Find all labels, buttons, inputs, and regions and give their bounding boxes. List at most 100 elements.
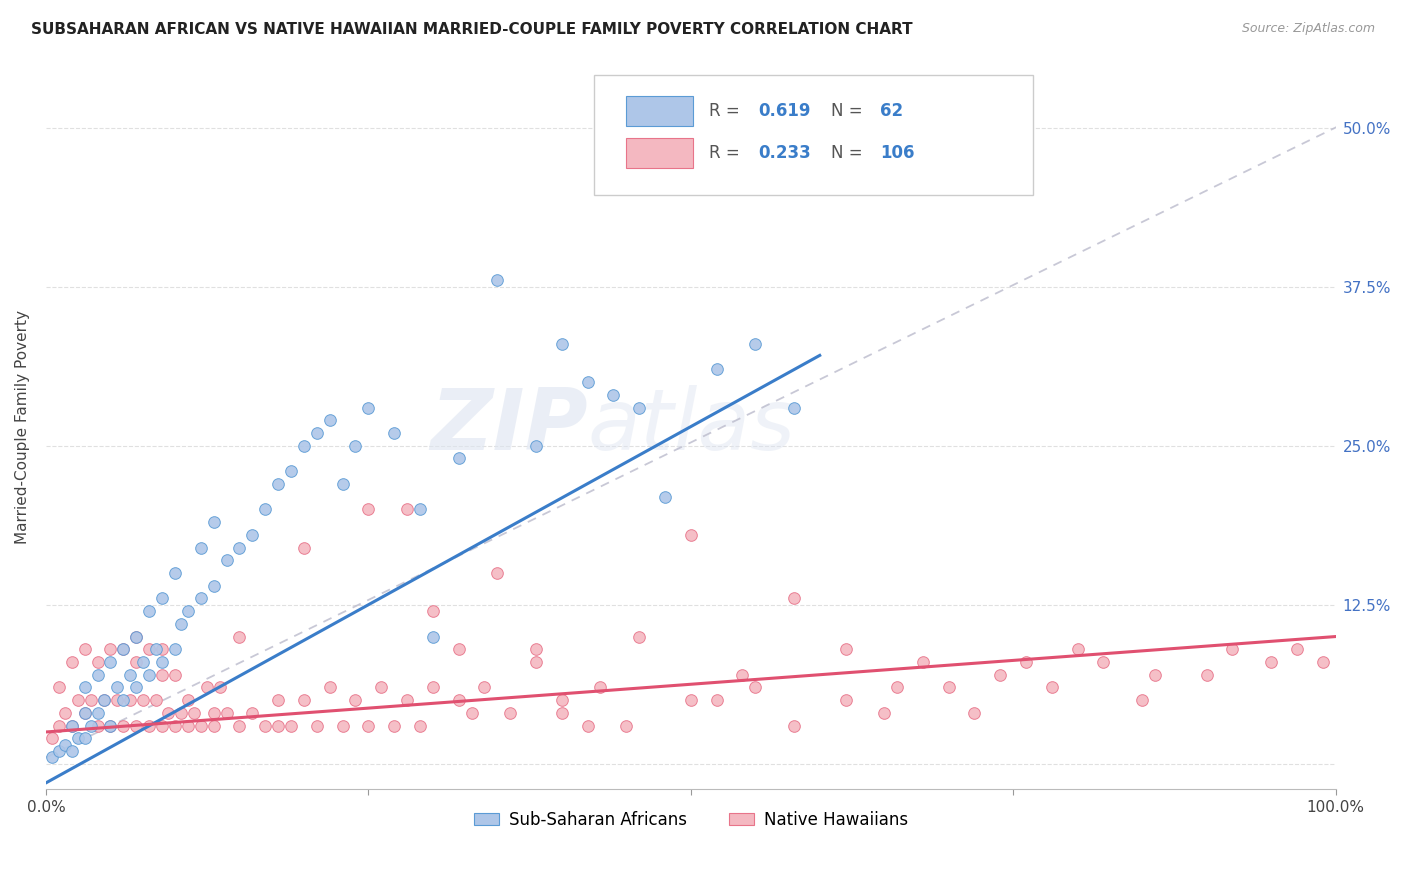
Point — [60, 744, 83, 758]
Point — [344, 439, 367, 453]
Point — [614, 718, 637, 732]
Point — [1015, 655, 1038, 669]
Point — [834, 642, 856, 657]
Point — [267, 718, 290, 732]
Point — [254, 502, 277, 516]
Point — [783, 401, 806, 415]
Point — [1195, 667, 1218, 681]
Point — [131, 655, 153, 669]
Point — [679, 528, 702, 542]
Point — [163, 642, 186, 657]
Point — [163, 667, 186, 681]
Point — [422, 681, 444, 695]
Point — [357, 718, 380, 732]
Point — [1312, 655, 1334, 669]
Text: atlas: atlas — [588, 385, 796, 468]
Point — [73, 681, 96, 695]
Point — [228, 541, 250, 555]
Point — [292, 541, 315, 555]
Point — [576, 375, 599, 389]
Point — [131, 693, 153, 707]
Point — [183, 706, 205, 720]
Point — [60, 655, 83, 669]
Point — [318, 681, 340, 695]
Point — [170, 616, 193, 631]
Point — [202, 515, 225, 529]
Point — [1092, 655, 1115, 669]
Text: 62: 62 — [880, 103, 904, 120]
Text: ZIP: ZIP — [430, 385, 588, 468]
Point — [744, 681, 766, 695]
Point — [834, 693, 856, 707]
Point — [783, 718, 806, 732]
Point — [654, 490, 676, 504]
Point — [145, 642, 167, 657]
Point — [1130, 693, 1153, 707]
Point — [100, 718, 122, 732]
Point — [524, 655, 547, 669]
Point — [215, 553, 238, 567]
Point — [292, 693, 315, 707]
Point — [150, 718, 173, 732]
Point — [80, 718, 103, 732]
Point — [93, 693, 115, 707]
Point — [138, 642, 160, 657]
Legend: Sub-Saharan Africans, Native Hawaiians: Sub-Saharan Africans, Native Hawaiians — [467, 804, 914, 835]
Point — [409, 502, 432, 516]
Point — [125, 718, 148, 732]
Point — [73, 706, 96, 720]
Point — [112, 642, 135, 657]
Point — [209, 681, 232, 695]
Point — [138, 718, 160, 732]
Point — [240, 528, 263, 542]
Point — [60, 718, 83, 732]
Text: SUBSAHARAN AFRICAN VS NATIVE HAWAIIAN MARRIED-COUPLE FAMILY POVERTY CORRELATION : SUBSAHARAN AFRICAN VS NATIVE HAWAIIAN MA… — [31, 22, 912, 37]
Point — [524, 439, 547, 453]
Point — [228, 718, 250, 732]
Point — [112, 642, 135, 657]
Point — [105, 681, 128, 695]
Point — [499, 706, 522, 720]
Point — [706, 693, 728, 707]
Point — [474, 681, 496, 695]
Point — [370, 681, 392, 695]
Point — [41, 750, 63, 764]
Point — [86, 706, 108, 720]
Point — [118, 667, 141, 681]
Point — [447, 451, 470, 466]
Y-axis label: Married-Couple Family Poverty: Married-Couple Family Poverty — [15, 310, 30, 543]
Point — [628, 401, 651, 415]
Point — [1143, 667, 1166, 681]
Point — [138, 604, 160, 618]
Point — [100, 718, 122, 732]
Point — [150, 667, 173, 681]
Point — [138, 667, 160, 681]
Point — [118, 693, 141, 707]
Point — [486, 566, 509, 580]
Point — [1066, 642, 1088, 657]
Point — [48, 681, 70, 695]
Point — [422, 604, 444, 618]
Point — [873, 706, 896, 720]
Point — [318, 413, 340, 427]
Point — [963, 706, 986, 720]
Point — [679, 693, 702, 707]
Point — [280, 464, 302, 478]
Point — [125, 655, 148, 669]
Point — [240, 706, 263, 720]
Point — [486, 273, 509, 287]
Point — [73, 731, 96, 746]
Text: N =: N = — [831, 103, 868, 120]
Point — [589, 681, 612, 695]
Point — [357, 401, 380, 415]
Text: 0.233: 0.233 — [758, 145, 811, 162]
Point — [73, 706, 96, 720]
Point — [125, 681, 148, 695]
Point — [357, 502, 380, 516]
Point — [41, 731, 63, 746]
Point — [202, 579, 225, 593]
Point — [332, 718, 354, 732]
Point — [48, 744, 70, 758]
Point — [988, 667, 1011, 681]
Point — [1040, 681, 1063, 695]
